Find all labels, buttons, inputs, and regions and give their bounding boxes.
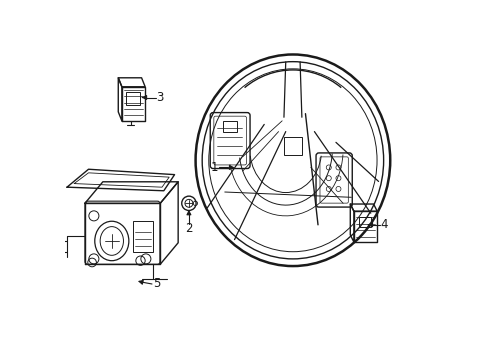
Bar: [133, 221, 153, 252]
Bar: [284, 137, 301, 155]
Bar: [126, 92, 140, 105]
Text: 4: 4: [380, 218, 387, 231]
Text: 2: 2: [185, 222, 192, 235]
Text: 1: 1: [210, 161, 217, 174]
Bar: [358, 217, 370, 226]
Bar: [223, 121, 237, 132]
Text: 3: 3: [156, 91, 163, 104]
Text: 5: 5: [153, 278, 160, 291]
